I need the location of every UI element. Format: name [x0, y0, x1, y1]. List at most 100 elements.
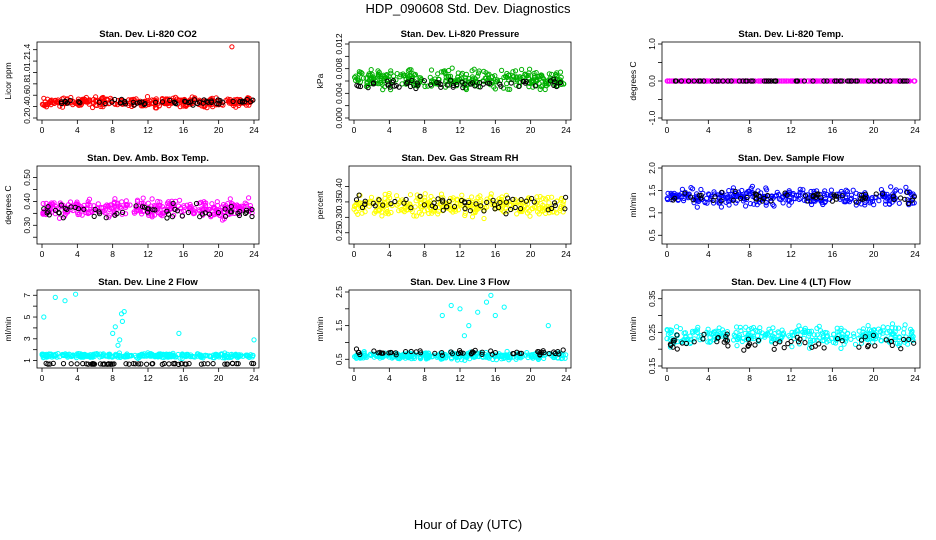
data-point	[170, 361, 176, 367]
panel-3: Stan. Dev. Li-820 Temp. 0 4 8 12 16 20 24 -1.0 0.…	[628, 29, 921, 135]
data-point	[239, 98, 245, 104]
x-tick-label: 24	[910, 373, 920, 383]
data-point	[87, 202, 93, 209]
data-point	[428, 82, 434, 88]
data-point	[181, 203, 187, 209]
data-point	[107, 212, 113, 218]
data-point	[563, 194, 569, 200]
x-tick-label: 4	[75, 125, 80, 135]
data-point	[42, 352, 49, 358]
data-point	[473, 354, 479, 360]
data-point	[410, 354, 416, 360]
data-point	[184, 351, 190, 357]
data-point	[556, 351, 562, 357]
data-point	[480, 81, 486, 87]
outlier-point	[52, 294, 58, 300]
data-point	[531, 354, 537, 360]
data-point	[870, 332, 877, 338]
y-tick-label: 1.5	[647, 184, 657, 196]
data-point	[728, 78, 734, 84]
x-tick-label: 0	[665, 125, 670, 135]
data-point	[466, 199, 472, 205]
data-point	[681, 330, 687, 336]
data-point	[222, 352, 228, 359]
data-point	[467, 208, 473, 214]
x-tick-label: 4	[706, 125, 711, 135]
data-point	[472, 347, 478, 353]
data-point	[215, 210, 222, 216]
data-point	[86, 196, 93, 202]
data-point	[390, 73, 397, 79]
y-tick-label: 1	[22, 358, 32, 363]
data-point	[40, 201, 46, 207]
data-point	[462, 212, 468, 219]
data-point	[56, 210, 62, 216]
data-point	[249, 207, 255, 213]
data-point	[376, 208, 382, 214]
data-point	[429, 79, 435, 86]
y-axis-label: kPa	[315, 73, 325, 88]
data-point	[50, 360, 56, 366]
data-point	[846, 78, 852, 84]
data-point	[462, 206, 468, 212]
data-point	[484, 354, 491, 360]
data-point	[173, 101, 179, 107]
y-axis-label: Licor ppm	[3, 62, 13, 99]
x-tick-label: 16	[828, 373, 838, 383]
data-point	[230, 360, 236, 367]
data-point	[133, 203, 139, 209]
data-point	[149, 196, 155, 202]
data-point	[123, 202, 129, 208]
data-point	[679, 186, 686, 192]
data-point	[444, 82, 450, 88]
y-tick-label: 0.25	[647, 324, 657, 341]
data-point	[818, 195, 824, 201]
data-point	[137, 208, 143, 214]
data-point	[909, 328, 915, 334]
x-tick-label: 0	[40, 373, 45, 383]
data-point	[109, 99, 115, 105]
x-tick-label: 24	[561, 249, 571, 259]
data-point	[388, 87, 394, 93]
data-point	[246, 195, 252, 201]
data-point	[557, 80, 564, 86]
data-point	[153, 96, 159, 102]
data-point	[744, 194, 750, 201]
data-point	[674, 346, 680, 352]
data-point	[459, 197, 465, 204]
data-point	[376, 69, 382, 76]
data-point	[688, 339, 694, 345]
y-tick-label: 0.35	[647, 290, 657, 307]
data-point	[670, 197, 676, 203]
data-point	[165, 199, 172, 205]
data-point	[62, 205, 68, 212]
data-point	[821, 345, 827, 351]
data-point	[85, 199, 91, 205]
series-2	[353, 346, 566, 358]
data-point	[379, 350, 385, 356]
data-point	[707, 339, 713, 345]
y-tick-label: 1.0	[647, 38, 657, 50]
data-point	[862, 334, 868, 340]
data-point	[406, 67, 413, 73]
data-point	[508, 80, 514, 86]
data-point	[897, 188, 904, 194]
data-point	[79, 212, 85, 218]
data-point	[473, 204, 479, 210]
data-point	[431, 200, 437, 206]
data-point	[157, 199, 163, 205]
data-point	[808, 188, 814, 195]
data-point	[805, 198, 811, 204]
data-point	[697, 78, 704, 84]
data-point	[831, 192, 837, 198]
series-1	[664, 183, 917, 210]
data-point	[828, 187, 835, 193]
data-point	[514, 211, 520, 217]
data-point	[446, 198, 452, 204]
data-point	[111, 361, 117, 367]
data-point	[165, 211, 171, 217]
outlier-point	[466, 323, 472, 329]
data-point	[860, 196, 866, 202]
data-point	[249, 354, 255, 360]
data-point	[693, 193, 700, 199]
